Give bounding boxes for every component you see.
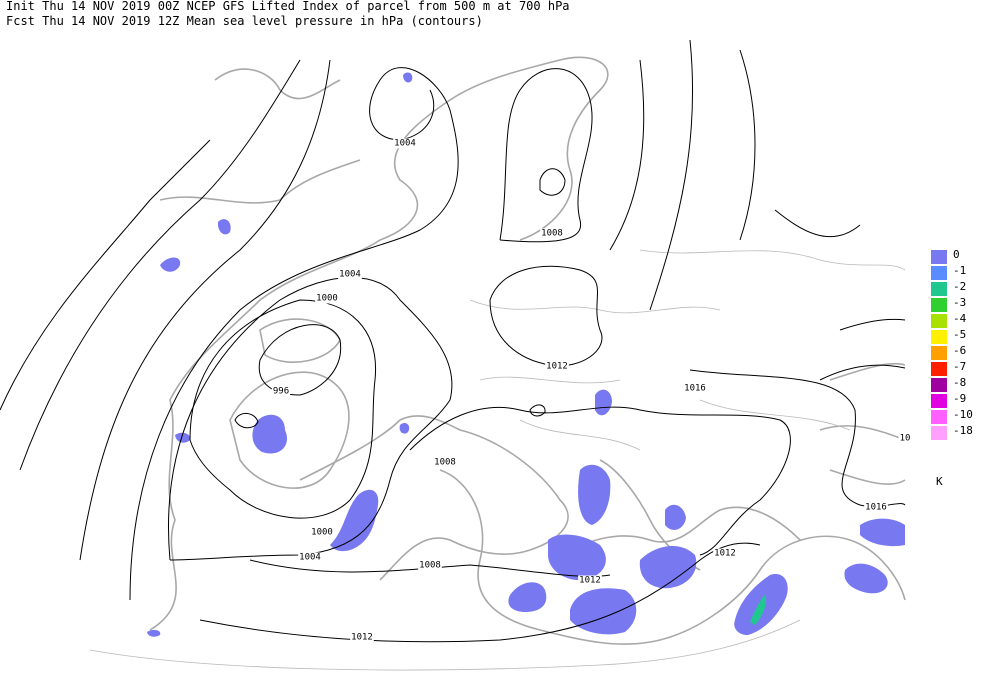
contour-label-bg	[310, 527, 334, 538]
instability-areas	[147, 72, 905, 637]
legend-swatch	[931, 314, 947, 328]
legend-label: -7	[953, 360, 966, 373]
contour-label: 1012	[546, 362, 568, 372]
header-line: Init Thu 14 NOV 2019 00Z NCEP GFS Lifted…	[6, 0, 570, 13]
legend-label: -3	[953, 296, 966, 309]
contour-label-bg	[540, 228, 564, 239]
contour-label-bg	[713, 548, 737, 559]
contour-label: 1004	[394, 139, 416, 149]
contour-label: 1008	[541, 229, 563, 239]
contour-label: 10	[900, 434, 911, 444]
legend-label: 0	[953, 248, 960, 261]
legend-swatch	[931, 250, 947, 264]
legend-label: -8	[953, 376, 966, 389]
legend-label: -4	[953, 312, 967, 325]
contour-label-bg	[418, 560, 442, 571]
contour-label-bg	[578, 575, 602, 586]
contour-label: 1008	[419, 561, 441, 571]
instability-core	[750, 595, 766, 625]
contour-label: 1000	[316, 294, 338, 304]
legend-swatch	[931, 266, 947, 280]
legend-swatch	[931, 298, 947, 312]
legend: 0 -1 -2 -3 -4 -5 -6 -7 -8 -9 -10 -18 K	[931, 248, 973, 488]
legend-label: -6	[953, 344, 966, 357]
legend-swatch	[931, 362, 947, 376]
header-line: Fcst Thu 14 NOV 2019 12Z Mean sea level …	[6, 14, 483, 28]
contour-label: 1008	[434, 458, 456, 468]
contour-label-bg	[393, 138, 417, 149]
contour-label: 996	[273, 387, 289, 397]
contour-label: 1016	[865, 503, 887, 513]
isobars	[0, 39, 906, 643]
legend-swatch	[931, 394, 947, 408]
contour-label: 1004	[299, 553, 321, 563]
contour-label: 1012	[579, 576, 601, 586]
legend-swatch	[931, 410, 947, 424]
contour-label-bg	[864, 502, 888, 513]
legend-swatch	[931, 282, 947, 296]
contour-label-bg	[545, 361, 569, 372]
legend-label: -2	[953, 280, 966, 293]
contour-label: 1000	[311, 528, 333, 538]
contour-label: 1016	[684, 384, 706, 394]
legend-label: -18	[953, 424, 973, 437]
contour-label: 1012	[351, 633, 373, 643]
contour-label-bg	[271, 386, 291, 397]
legend-swatch	[931, 426, 947, 440]
contour-label-bg	[338, 269, 362, 280]
legend-swatch	[931, 378, 947, 392]
contour-label: 1004	[339, 270, 361, 280]
contour-label-bg	[433, 457, 457, 468]
contour-label-bg	[298, 552, 322, 563]
contour-label-bg	[683, 383, 707, 394]
legend-label: -10	[953, 408, 973, 421]
contour-label: 1012	[714, 549, 736, 559]
legend-swatch	[931, 330, 947, 344]
legend-label: -5	[953, 328, 966, 341]
contour-label-bg	[315, 293, 339, 304]
legend-label: -9	[953, 392, 966, 405]
legend-unit: K	[936, 475, 943, 488]
legend-label: -1	[953, 264, 966, 277]
contour-labels: 1004 1008 1004 1000 996 1012 1016 1008 1000 1004 1…	[271, 138, 912, 643]
contour-label-bg	[898, 433, 912, 444]
contour-label-bg	[350, 632, 374, 643]
legend-swatch	[931, 346, 947, 360]
